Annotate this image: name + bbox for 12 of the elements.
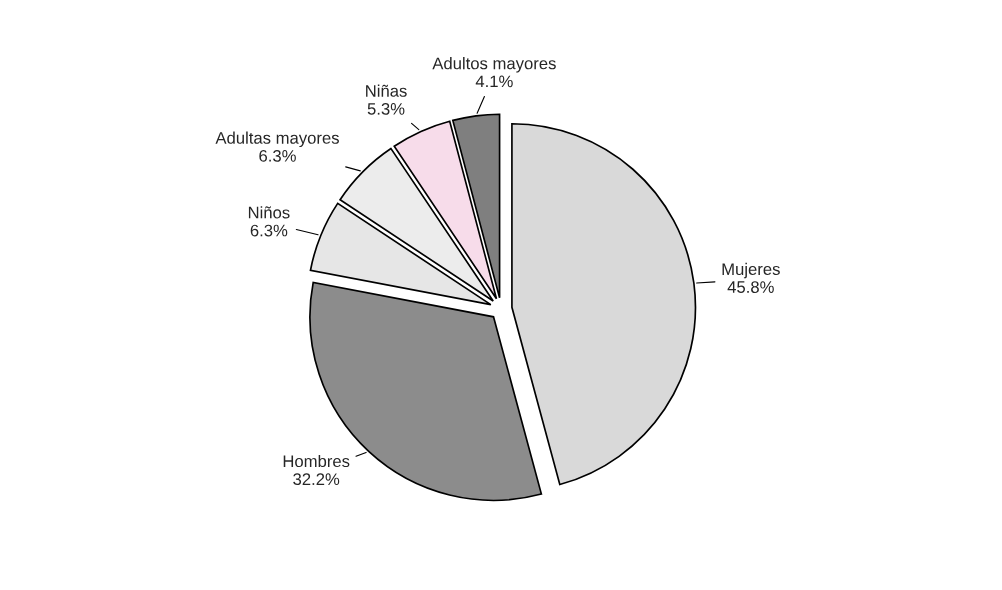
slice-label: Adultos mayores — [432, 57, 556, 73]
slice-label: Mujeres — [722, 262, 780, 279]
data-label: 45.8% — [727, 281, 774, 293]
slice-label: Adultas mayores — [215, 131, 339, 148]
data-label: 6.3% — [259, 149, 296, 162]
data-label: 6.3% — [250, 224, 288, 237]
data-label: 5.3% — [367, 102, 405, 115]
slice-label: Niños — [248, 206, 290, 219]
data-label: 4.1% — [475, 75, 513, 88]
slice-label: Hombres — [283, 454, 350, 468]
data-label: 32.2% — [293, 473, 340, 486]
slice-label: Niñas — [366, 84, 407, 97]
